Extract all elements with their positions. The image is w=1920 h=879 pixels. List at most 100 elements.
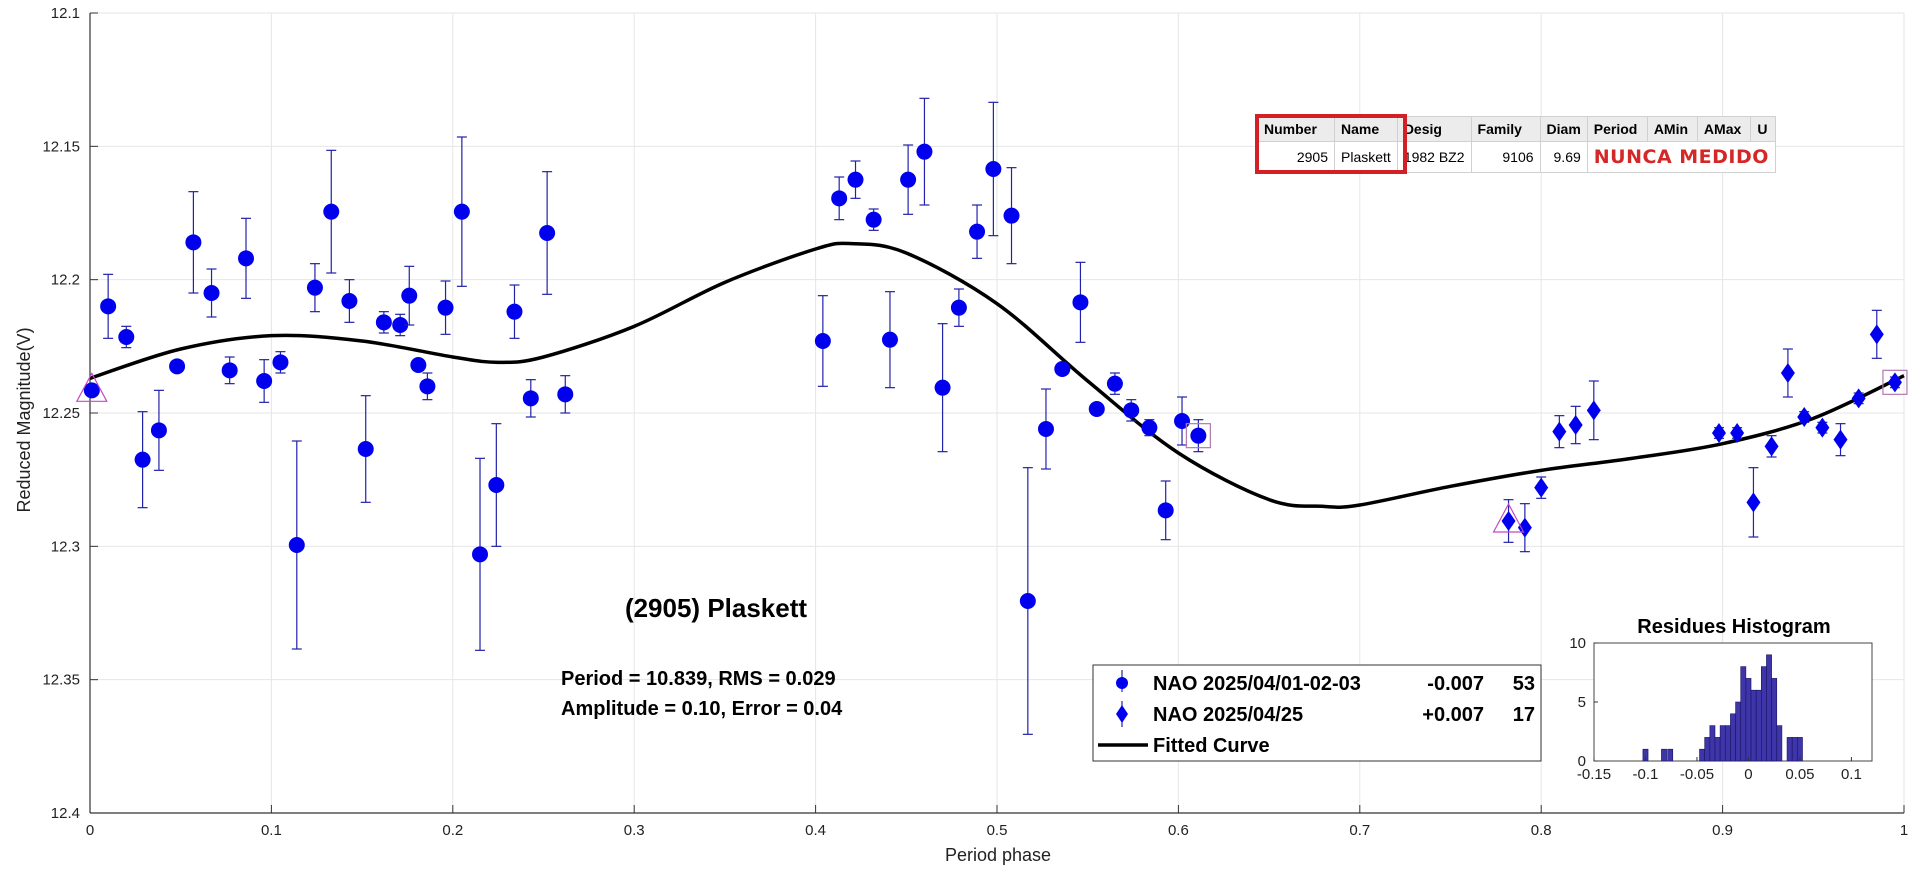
data-point-diamond (1797, 407, 1812, 427)
cell-family: 9106 (1470, 141, 1541, 173)
histogram-bar (1661, 748, 1667, 762)
residues-histogram: Residues Histogram -0.15 -0.1 -0.05 0 0.05 0.… (1569, 616, 1873, 783)
x-tick-label: 0.3 (624, 822, 645, 839)
y-axis-label: Reduced Magnitude(V) (14, 327, 34, 512)
histogram-bar (1704, 737, 1711, 762)
open-square-marker (1185, 423, 1211, 449)
header-period: Period (1586, 116, 1648, 142)
info-table-row: 2905 Plaskett 1982 BZ2 9106 9.69 NUNCA M… (1257, 141, 1776, 173)
x-tick-label: 0.1 (261, 822, 282, 839)
data-point-circle (410, 357, 427, 373)
data-point-circle (969, 223, 986, 240)
data-point-diamond (1711, 423, 1726, 443)
data-point-circle (419, 378, 436, 395)
stats-line-1: Period = 10.839, RMS = 0.029 (561, 668, 836, 690)
data-point-circle (341, 293, 358, 309)
data-point-circle (881, 331, 898, 348)
data-point-circle (539, 225, 556, 241)
histogram-bar (1750, 689, 1757, 762)
y-tick-label: 12.15 (42, 138, 80, 155)
data-point-circle (453, 203, 470, 220)
data-point-circle (985, 161, 1002, 177)
x-tick-label: 0.5 (987, 822, 1008, 839)
data-point-circle (1174, 413, 1191, 429)
open-triangle-marker (75, 372, 108, 402)
histogram-bar (1709, 725, 1716, 762)
cell-name: Plaskett (1334, 141, 1398, 173)
data-points-layer (75, 97, 1908, 735)
data-point-circle (1072, 294, 1089, 311)
stats-line-2: Amplitude = 0.10, Error = 0.04 (561, 698, 843, 720)
data-point-circle (185, 234, 202, 251)
legend: NAO 2025/04/01-02-03 -0.007 53 NAO 2025/… (1092, 664, 1542, 762)
data-point-diamond (1586, 400, 1601, 421)
data-point-circle (203, 285, 220, 301)
header-diam: Diam (1539, 116, 1588, 142)
histogram-bar (1740, 666, 1747, 762)
data-point-circle (1106, 375, 1123, 392)
data-point-circle (950, 299, 967, 316)
data-point-circle (1019, 593, 1036, 609)
data-point-circle (1088, 401, 1105, 417)
y-tick-label: 12.25 (42, 405, 80, 422)
data-point-circle (375, 314, 392, 331)
data-point-diamond (1887, 372, 1902, 393)
histogram-bar (1699, 748, 1705, 762)
histogram-x-tick-label: 0 (1744, 766, 1752, 783)
histogram-bar (1719, 725, 1726, 762)
chart-text-layer: (2905) Plaskett Period = 10.839, RMS = 0… (14, 327, 1051, 865)
chart-title: (2905) Plaskett (625, 593, 807, 623)
x-tick-label: 1 (1900, 822, 1908, 839)
data-point-circle (100, 298, 117, 315)
data-point-circle (357, 441, 374, 457)
data-point-circle (1141, 419, 1158, 436)
histogram-bar (1724, 725, 1731, 762)
histogram-bar (1761, 666, 1767, 762)
data-point-circle (900, 171, 917, 188)
data-point-circle (118, 329, 135, 345)
asteroid-info-table: Number Name Desig Family Diam Period AMi… (1257, 116, 1776, 173)
y-tick-label: 12.35 (42, 672, 80, 689)
legend-box (1092, 664, 1542, 762)
legend-series-2-count: 17 (1513, 704, 1535, 726)
histogram-bar (1786, 737, 1793, 762)
data-point-circle (134, 451, 151, 468)
data-point-diamond (1568, 415, 1583, 435)
data-point-circle (272, 354, 289, 371)
data-point-diamond (1815, 417, 1830, 438)
data-point-circle (488, 477, 505, 493)
open-triangle-marker (1492, 502, 1525, 533)
data-point-circle (916, 143, 933, 160)
header-name: Name (1334, 116, 1398, 142)
data-point-circle (83, 382, 100, 399)
header-amin: AMin (1646, 116, 1698, 142)
data-point-diamond (1764, 436, 1779, 457)
data-point-circle (169, 358, 186, 375)
x-tick-label: 0 (86, 822, 94, 839)
x-tick-label: 0.6 (1168, 822, 1189, 839)
y-tick-label: 12.3 (51, 538, 80, 555)
histogram-bar (1714, 737, 1721, 762)
data-point-circle (814, 333, 831, 349)
cell-desig: 1982 BZ2 (1396, 141, 1472, 173)
data-point-circle (392, 317, 409, 333)
x-tick-label: 0.8 (1531, 822, 1552, 839)
data-point-circle (506, 303, 523, 320)
data-point-circle (472, 546, 489, 563)
data-point-circle (238, 250, 255, 267)
header-u: U (1750, 116, 1776, 142)
histogram-bar (1776, 725, 1783, 762)
histogram-bar (1735, 701, 1742, 762)
histogram-x-tick-label: -0.05 (1680, 766, 1714, 783)
fitted-curve-line (89, 241, 1905, 509)
histogram-bar (1730, 713, 1736, 762)
data-point-circle (1123, 402, 1140, 419)
histogram-bar (1791, 737, 1798, 762)
cell-number: 2905 (1257, 141, 1335, 173)
legend-series-1-offset: -0.007 (1427, 673, 1484, 695)
data-point-diamond (1746, 492, 1761, 513)
header-family: Family (1470, 116, 1541, 142)
data-point-circle (1037, 421, 1054, 437)
data-point-diamond (1517, 517, 1532, 538)
data-point-circle (221, 362, 238, 379)
